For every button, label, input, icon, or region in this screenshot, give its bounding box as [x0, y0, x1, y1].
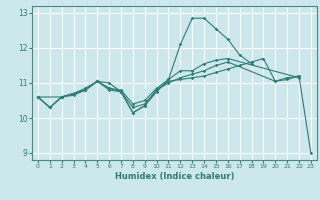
- X-axis label: Humidex (Indice chaleur): Humidex (Indice chaleur): [115, 172, 234, 181]
